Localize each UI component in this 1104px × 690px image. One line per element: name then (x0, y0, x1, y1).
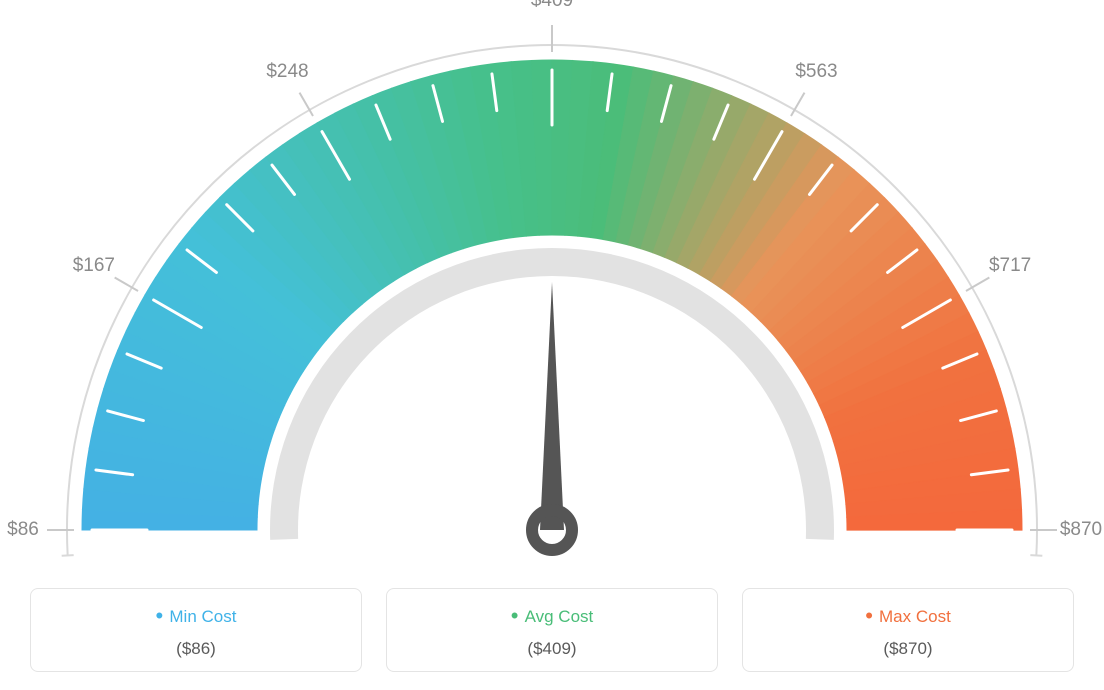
legend-avg-card: Avg Cost ($409) (386, 588, 718, 672)
legend-max-card: Max Cost ($870) (742, 588, 1074, 672)
gauge-chart: $86 $167 $248 $409 $563 $717 $870 (0, 0, 1104, 570)
gauge-tick-label: $248 (266, 61, 308, 83)
legend-avg-value: ($409) (397, 639, 707, 659)
legend-min-value: ($86) (41, 639, 351, 659)
gauge-tick-label: $86 (7, 519, 39, 541)
legend-max-label: Max Cost (753, 603, 1063, 629)
legend-avg-label: Avg Cost (397, 603, 707, 629)
gauge-tick-label: $563 (795, 61, 837, 83)
gauge-tick-label: $409 (531, 0, 573, 12)
legend-max-value: ($870) (753, 639, 1063, 659)
chart-container: $86 $167 $248 $409 $563 $717 $870 Min Cost ($8… (0, 0, 1104, 690)
gauge-needle (540, 282, 564, 530)
gauge-tick-label: $870 (1060, 519, 1102, 541)
gauge-tick-label: $167 (73, 255, 115, 277)
legend-min-card: Min Cost ($86) (30, 588, 362, 672)
legend-row: Min Cost ($86) Avg Cost ($409) Max Cost … (30, 588, 1074, 672)
gauge-tick-label: $717 (989, 255, 1031, 277)
legend-min-label: Min Cost (41, 603, 351, 629)
